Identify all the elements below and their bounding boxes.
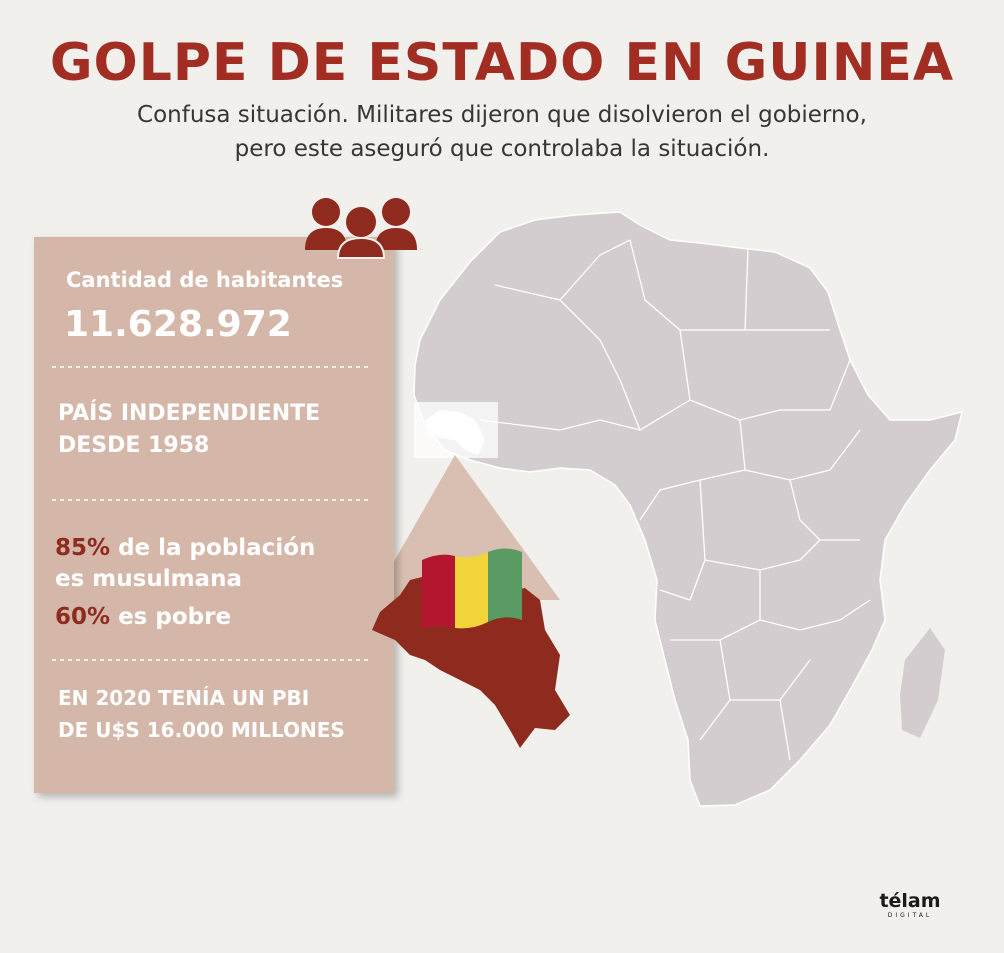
poverty-line: 60% es pobre (55, 604, 231, 630)
africa-map (413, 211, 964, 807)
logo-tagline: DIGITAL (888, 912, 932, 919)
subtitle-line: pero este aseguró que controlaba la situ… (235, 136, 770, 162)
gdp-line: DE U$S 16.000 MILLONES (58, 718, 345, 742)
poverty-text: es pobre (110, 604, 231, 630)
guinea-flag (422, 548, 522, 629)
religion-line: 85% de la población (55, 535, 315, 561)
people-icon (305, 198, 417, 259)
population-value: 11.628.972 (64, 304, 292, 345)
subtitle-line: Confusa situación. Militares dijeron que… (137, 102, 867, 128)
religion-text: de la población (110, 535, 315, 561)
population-label: Cantidad de habitantes (66, 268, 343, 292)
logo-name: télam (879, 890, 940, 912)
poverty-percent: 60% (55, 604, 110, 630)
title: GOLPE DE ESTADO EN GUINEA (50, 33, 954, 93)
independence-line: DESDE 1958 (58, 433, 209, 458)
independence-line: PAÍS INDEPENDIENTE (58, 400, 320, 426)
religion-percent: 85% (55, 535, 110, 561)
religion-line: es musulmana (55, 566, 242, 592)
gdp-line: EN 2020 TENÍA UN PBI (58, 686, 309, 710)
info-panel (34, 237, 394, 793)
